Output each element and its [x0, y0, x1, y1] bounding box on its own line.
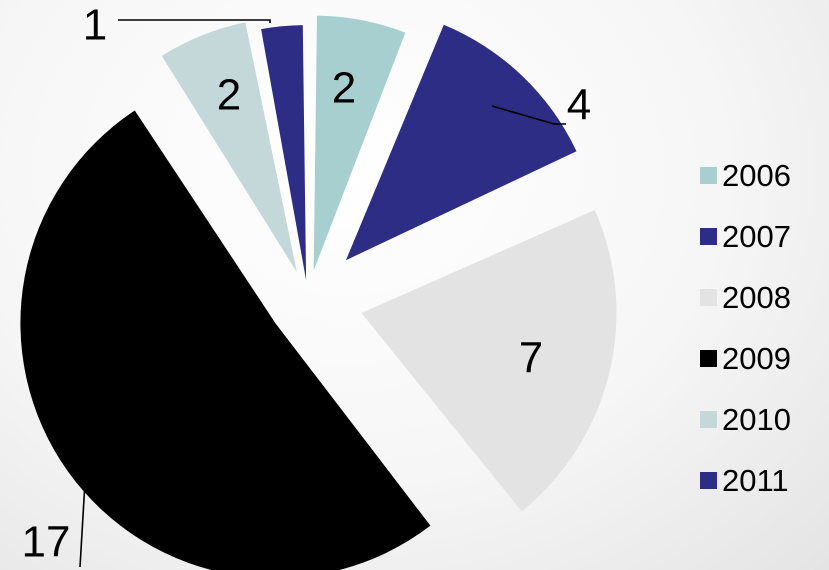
- leader-line-2007: [491, 105, 566, 125]
- legend-swatch: [700, 411, 717, 428]
- legend-item-2007: 2007: [700, 206, 825, 267]
- pie-slice-2010: [161, 22, 297, 273]
- legend-label: 2010: [722, 402, 791, 437]
- pie-slice-2007: [345, 24, 577, 261]
- legend-label: 2009: [722, 341, 791, 376]
- legend-label: 2011: [722, 463, 789, 498]
- legend-item-2006: 2006: [700, 145, 825, 206]
- legend-swatch: [700, 472, 717, 489]
- data-label-2011: 1: [83, 1, 107, 50]
- pie-slices: [20, 15, 617, 570]
- pie-slice-2011: [261, 25, 307, 281]
- legend-swatch: [700, 167, 717, 184]
- pie-slice-2008: [361, 210, 617, 512]
- data-label-2008: 7: [519, 334, 543, 383]
- leader-line-2011: [118, 19, 271, 23]
- legend-label: 2006: [722, 158, 791, 193]
- legend-item-2010: 2010: [700, 389, 825, 450]
- legend-item-2008: 2008: [700, 267, 825, 328]
- legend-label: 2008: [722, 280, 791, 315]
- data-label-2009: 17: [22, 518, 71, 567]
- legend-swatch: [700, 350, 717, 367]
- legend-item-2011: 2011: [700, 450, 825, 511]
- chart-legend: 2006 2007 2008 2009 2010 2011: [700, 145, 825, 511]
- pie-slice-2009: [20, 110, 431, 570]
- legend-swatch: [700, 228, 717, 245]
- legend-label: 2007: [722, 219, 791, 254]
- leader-lines: [79, 19, 566, 568]
- leader-line-2009: [79, 464, 87, 568]
- data-label-2006: 2: [332, 64, 356, 113]
- data-labels: 2 4 7 17 2 1: [22, 1, 592, 567]
- data-label-2007: 4: [567, 81, 591, 130]
- legend-item-2009: 2009: [700, 328, 825, 389]
- data-label-2010: 2: [217, 71, 241, 120]
- pie-slice-2006: [313, 15, 406, 271]
- legend-swatch: [700, 289, 717, 306]
